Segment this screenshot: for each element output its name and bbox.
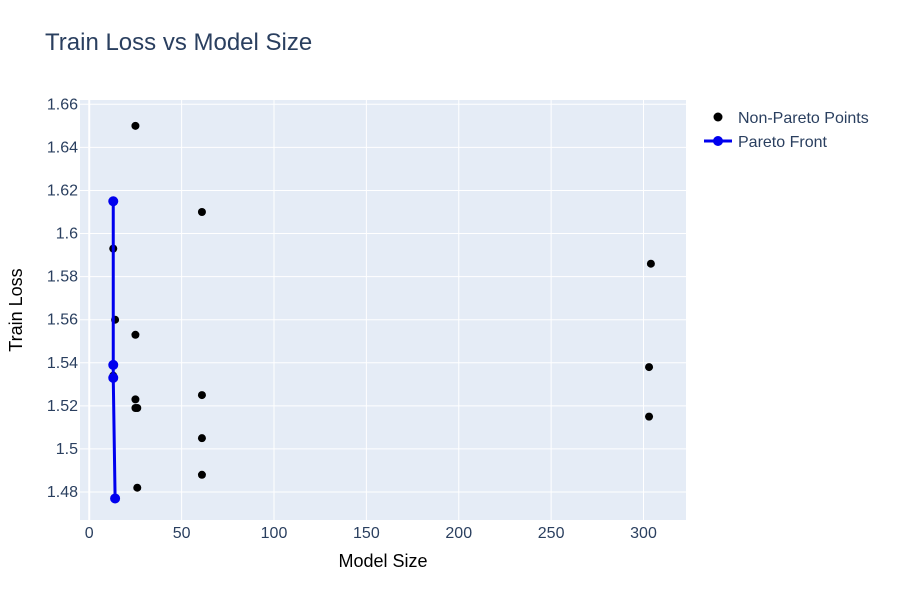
x-axis-ticks: 0 50 100 150 200 250 300	[85, 525, 657, 542]
non-pareto-point[interactable]	[197, 391, 206, 400]
x-tick-label: 300	[630, 525, 657, 542]
pareto-point[interactable]	[110, 493, 121, 504]
non-pareto-point[interactable]	[131, 121, 140, 130]
series-layer	[108, 121, 655, 504]
y-tick-label: 1.62	[47, 182, 78, 199]
y-tick-label: 1.54	[47, 355, 78, 372]
x-tick-label: 100	[261, 525, 288, 542]
y-axis-title: Train Loss	[6, 268, 26, 351]
non-pareto-point[interactable]	[131, 395, 140, 404]
y-tick-label: 1.48	[47, 484, 78, 501]
y-tick-label: 1.66	[47, 96, 78, 113]
legend: Non-Pareto Points Pareto Front	[704, 110, 869, 151]
non-pareto-point[interactable]	[197, 208, 206, 216]
legend-item-pareto[interactable]: Pareto Front	[704, 134, 827, 151]
y-axis-ticks: 1.48 1.5 1.52 1.54 1.56 1.58 1.6 1.62 1.64 1.66	[47, 96, 78, 501]
grid	[80, 100, 686, 520]
legend-marker-pareto	[713, 136, 723, 146]
legend-label-pareto: Pareto Front	[738, 134, 827, 151]
non-pareto-point[interactable]	[133, 404, 142, 412]
non-pareto-point[interactable]	[131, 330, 140, 339]
pareto-point[interactable]	[108, 372, 119, 383]
non-pareto-point[interactable]	[197, 434, 206, 443]
non-pareto-point[interactable]	[646, 259, 655, 268]
legend-item-non-pareto[interactable]: Non-Pareto Points	[713, 110, 869, 127]
x-tick-label: 250	[538, 525, 565, 542]
non-pareto-point[interactable]	[645, 412, 654, 421]
pareto-front-line	[111, 201, 117, 499]
x-tick-label: 0	[85, 525, 94, 542]
x-tick-label: 50	[173, 525, 191, 542]
non-pareto-point[interactable]	[133, 483, 142, 492]
x-axis-title: Model Size	[338, 551, 427, 571]
non-pareto-point[interactable]	[645, 363, 654, 372]
pareto-point[interactable]	[108, 196, 119, 207]
plot-background	[80, 100, 686, 520]
legend-label-non-pareto: Non-Pareto Points	[738, 110, 869, 127]
y-tick-label: 1.64	[47, 139, 78, 156]
legend-marker-non-pareto	[713, 112, 723, 122]
y-tick-label: 1.5	[56, 441, 78, 458]
y-tick-label: 1.58	[47, 269, 78, 286]
y-tick-label: 1.56	[47, 312, 78, 329]
x-tick-label: 150	[353, 525, 380, 542]
y-tick-label: 1.52	[47, 398, 78, 415]
non-pareto-point[interactable]	[197, 470, 206, 479]
pareto-point[interactable]	[108, 359, 119, 370]
chart-title: Train Loss vs Model Size	[45, 29, 312, 56]
y-tick-label: 1.6	[56, 226, 78, 243]
x-tick-label: 200	[445, 525, 472, 542]
